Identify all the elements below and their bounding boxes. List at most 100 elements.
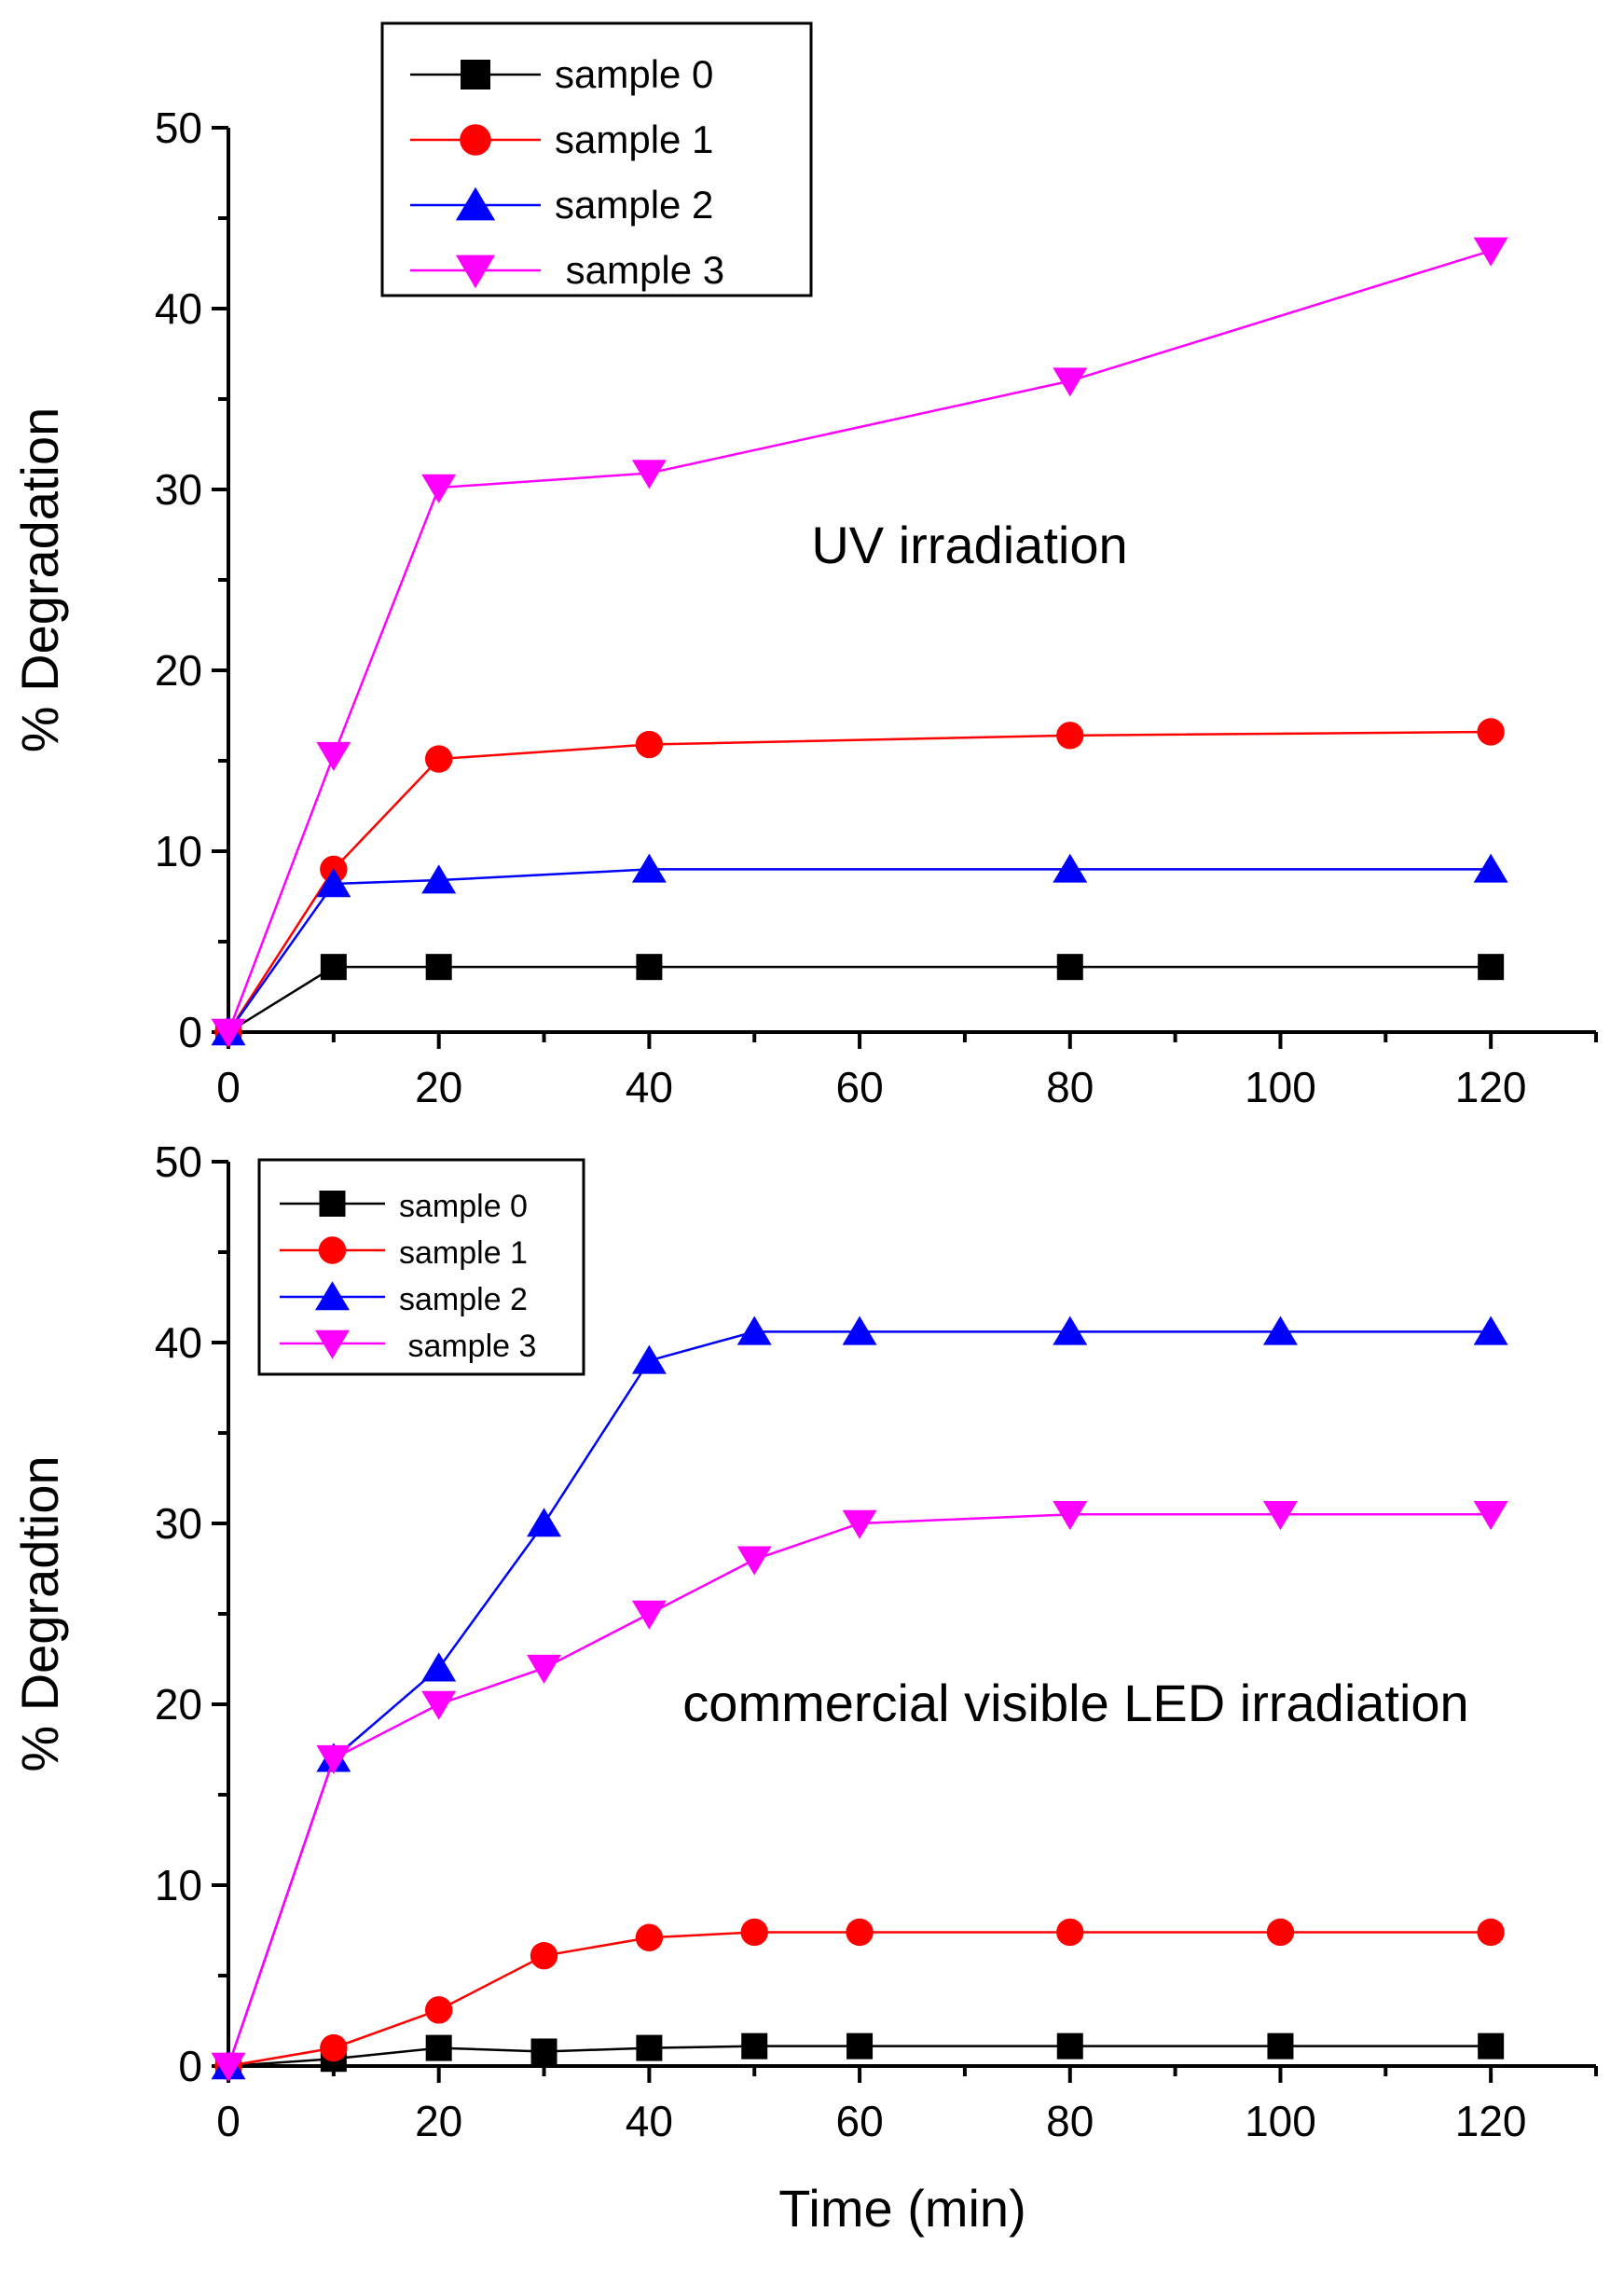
series-3 <box>211 1501 1508 2082</box>
data-point <box>631 853 667 883</box>
y-tick-label: 40 <box>155 284 202 333</box>
legend-swatch-marker <box>460 124 491 156</box>
data-point <box>1473 1501 1508 1531</box>
data-point <box>421 1652 457 1682</box>
data-point <box>316 741 351 771</box>
legend-item: sample 3 <box>280 1329 536 1364</box>
data-point <box>1053 1501 1088 1531</box>
y-tick-label: 10 <box>155 827 202 875</box>
data-point <box>1053 367 1088 397</box>
data-point <box>842 1316 877 1345</box>
x-tick-label: 60 <box>835 2097 883 2145</box>
data-point <box>842 1509 877 1539</box>
data-point <box>211 1018 246 1048</box>
legend-swatch-marker <box>315 1329 350 1359</box>
series-line <box>227 249 1492 1033</box>
legend-item: sample 3 <box>410 248 724 292</box>
legend-label: sample 2 <box>399 1282 528 1317</box>
data-point <box>1473 237 1508 267</box>
chart-annotation: UV irradiation <box>811 516 1127 574</box>
legend-label: sample 1 <box>555 117 713 161</box>
legend-label: sample 1 <box>399 1235 528 1271</box>
data-point <box>1056 2032 1083 2060</box>
legend-item: sample 1 <box>410 117 713 161</box>
legend-item: sample 0 <box>410 52 713 96</box>
y-tick-label: 30 <box>155 465 202 514</box>
data-point <box>1053 1316 1088 1345</box>
y-tick-label: 30 <box>155 1499 202 1548</box>
legend-label: sample 3 <box>555 248 724 292</box>
data-point <box>1478 954 1505 981</box>
led-panel: 0 10 20 30 40 50 0 20 40 60 80 100 120 % Degradtion Ti… <box>10 1137 1598 2238</box>
x-tick-label: 100 <box>1245 2097 1316 2145</box>
y-axis-title: % Degradation <box>10 407 69 752</box>
series-line <box>227 1931 1492 2068</box>
x-tick-label: 100 <box>1245 1063 1316 1111</box>
data-point <box>1056 954 1083 981</box>
series-3 <box>211 237 1508 1048</box>
series-line <box>227 868 1492 1033</box>
series-line <box>227 1330 1492 2067</box>
x-tick-label: 20 <box>415 1063 462 1111</box>
legend-box <box>380 21 813 297</box>
legend-swatch-marker <box>461 60 490 90</box>
data-point <box>631 460 667 489</box>
data-point <box>736 1546 772 1576</box>
data-point <box>527 1508 562 1537</box>
y-tick-label: 40 <box>155 1318 202 1367</box>
x-tick-label: 0 <box>216 1063 241 1111</box>
x-axis-title: Time (min) <box>778 2179 1025 2238</box>
series-line <box>227 1513 1492 2067</box>
data-point <box>527 1654 562 1684</box>
x-tick-label: 40 <box>626 2097 673 2145</box>
data-point <box>1262 1501 1298 1531</box>
x-tick-label: 0 <box>216 2097 241 2145</box>
y-tick-label: 20 <box>155 646 202 695</box>
data-point <box>424 1996 453 2024</box>
data-point <box>741 2032 768 2060</box>
y-tick-label: 0 <box>178 2042 202 2090</box>
y-tick-label: 50 <box>155 1137 202 1186</box>
data-point <box>320 954 347 981</box>
data-point <box>421 474 457 503</box>
x-tick-label: 80 <box>1046 1063 1094 1111</box>
x-tick-label: 40 <box>626 1063 673 1111</box>
series-line <box>227 730 1492 1033</box>
data-point <box>421 1690 457 1720</box>
data-point <box>424 745 453 773</box>
x-tick-label: 60 <box>835 1063 883 1111</box>
data-point <box>631 1344 667 1374</box>
data-point <box>316 868 351 898</box>
legend-item: sample 0 <box>280 1189 528 1224</box>
legend-item: sample 2 <box>410 183 713 227</box>
data-point <box>1477 1918 1505 1947</box>
data-point <box>211 2052 246 2082</box>
data-point <box>320 2033 348 2062</box>
legend-label: sample 0 <box>399 1189 528 1224</box>
y-axis-title: % Degradtion <box>10 1455 69 1771</box>
data-point <box>1477 718 1505 746</box>
chart-annotation: commercial visible LED irradiation <box>682 1674 1468 1732</box>
x-tick-label: 80 <box>1046 2097 1094 2145</box>
legend-swatch-marker <box>455 186 496 221</box>
y-tick-label: 50 <box>155 103 202 152</box>
data-point <box>635 730 664 759</box>
data-point <box>846 2032 874 2060</box>
data-point <box>636 954 663 981</box>
series-line <box>227 965 1492 1034</box>
data-point <box>1056 1918 1084 1947</box>
legend-label: sample 3 <box>399 1329 536 1364</box>
legend-swatch-marker <box>319 1191 346 1217</box>
data-point <box>635 1923 664 1951</box>
y-tick-label: 10 <box>155 1861 202 1909</box>
x-tick-label: 120 <box>1455 2097 1527 2145</box>
legend-box <box>257 1158 585 1376</box>
data-point <box>1056 722 1084 750</box>
uv-panel: 0 10 20 30 40 50 0 20 40 60 80 100 120 % Degradation U… <box>10 21 1598 1111</box>
data-point <box>636 2034 663 2061</box>
x-tick-label: 120 <box>1455 1063 1527 1111</box>
data-point <box>846 1918 874 1947</box>
data-point <box>1267 2032 1294 2060</box>
x-tick-label: 20 <box>415 2097 462 2145</box>
